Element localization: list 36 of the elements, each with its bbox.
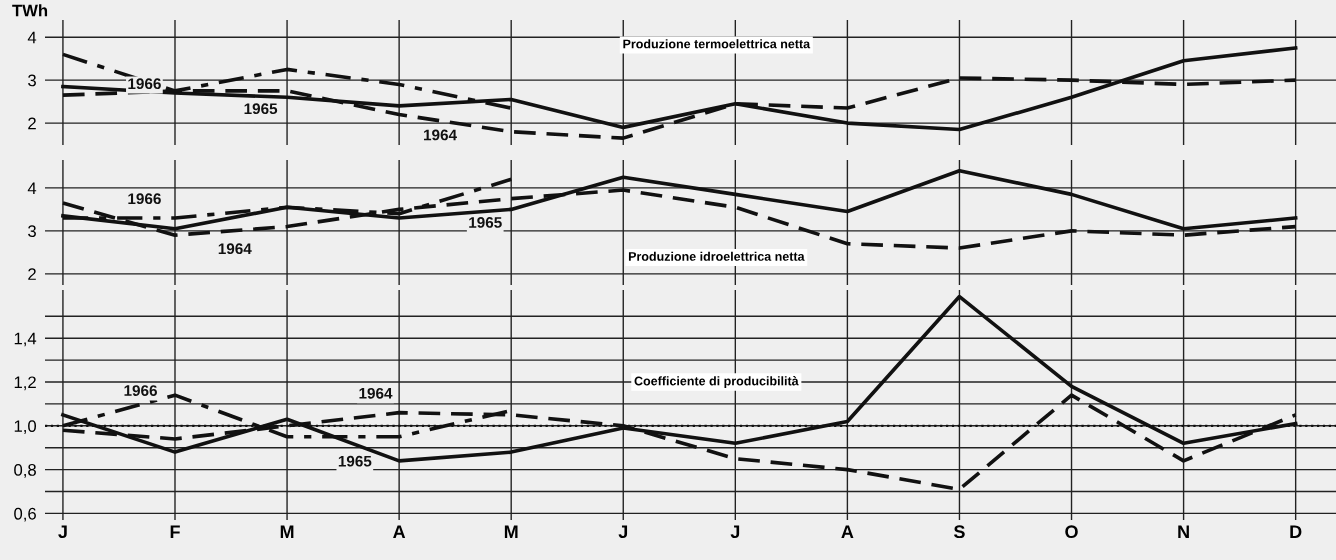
y-tick-label: 1,0 [14,420,37,434]
y-tick-label: 2 [28,117,36,130]
series-label: 1964 [218,243,252,255]
series-label: 1965 [469,217,502,228]
x-tick-label: M [504,525,518,538]
annotation: Produzione idroelettrica netta [628,251,805,261]
y-tick-label: 2 [28,268,36,280]
y-tick-label: 0,6 [14,507,36,522]
x-tick-label: O [1065,525,1078,539]
series-label: 1965 [244,103,278,115]
series-label: 1964 [359,387,393,399]
x-tick-label: J [730,525,740,539]
series-label: 1965 [338,455,372,467]
x-tick-label: A [393,525,406,538]
series-label: 1966 [128,78,161,90]
y-axis-title: TWh [12,4,48,17]
x-tick-label: S [953,525,965,539]
x-tick-label: F [170,525,180,538]
annotation: Produzione termoelettrica netta [623,39,811,49]
x-tick-label: J [618,525,628,539]
x-tick-label: N [1178,525,1189,538]
x-tick-label: A [841,525,854,538]
y-tick-label: 4 [27,31,37,44]
annotation: Coefficiente di producibilità [634,376,799,388]
series-label: 1966 [128,193,161,205]
y-tick-label: 4 [27,182,37,194]
y-tick-label: 3 [28,225,36,238]
x-tick-label: D [1290,525,1302,538]
series-label: 1964 [424,129,457,141]
series-label: 1966 [124,385,157,396]
y-tick-label: 0,8 [14,464,36,478]
y-tick-label: 3 [28,74,36,87]
x-tick-label: J [58,525,67,539]
y-tick-label: 1,4 [14,332,37,347]
y-tick-label: 1,2 [14,376,36,391]
x-tick-label: M [280,525,294,538]
